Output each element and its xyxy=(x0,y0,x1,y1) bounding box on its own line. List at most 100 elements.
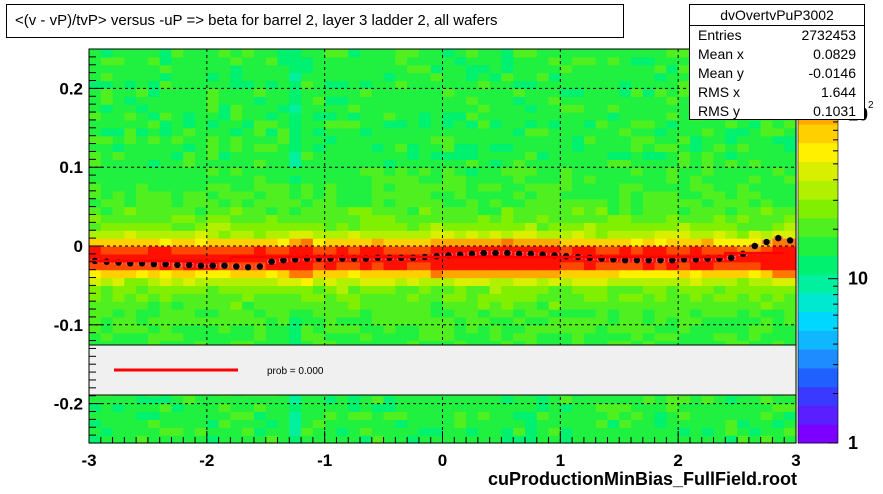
heatmap-cell xyxy=(100,395,114,405)
heatmap-cell xyxy=(360,419,373,428)
heatmap-cell xyxy=(477,316,491,326)
color-scale-band xyxy=(798,142,838,163)
profile-point xyxy=(492,249,499,257)
heatmap-cell xyxy=(713,316,726,326)
heatmap-cell xyxy=(619,182,632,192)
heatmap-cell xyxy=(418,261,432,271)
heatmap-cell xyxy=(772,309,785,318)
heatmap-cell xyxy=(654,96,667,105)
heatmap-cell xyxy=(407,112,420,121)
heatmap-cell xyxy=(301,419,314,428)
heatmap-cell xyxy=(454,214,467,223)
heatmap-cell xyxy=(183,135,196,145)
heatmap-cell xyxy=(312,96,326,105)
heatmap-cell xyxy=(760,246,774,255)
heatmap-cell xyxy=(89,301,102,310)
heatmap-cell xyxy=(171,285,184,294)
heatmap-cell xyxy=(89,182,102,192)
heatmap-cell xyxy=(572,261,585,271)
heatmap-cell xyxy=(489,261,503,271)
heatmap-cell xyxy=(619,316,632,326)
heatmap-cell xyxy=(666,309,679,318)
heatmap-cell xyxy=(371,88,385,97)
heatmap-cell xyxy=(524,269,538,279)
heatmap-cell xyxy=(430,411,444,420)
heatmap-cell xyxy=(89,238,102,247)
heatmap-cell xyxy=(430,230,444,239)
heatmap-cell xyxy=(524,88,538,97)
heatmap-cell xyxy=(253,198,267,208)
heatmap-cell xyxy=(607,419,620,428)
heatmap-cell xyxy=(442,182,455,192)
heatmap-cell xyxy=(772,293,785,302)
heatmap-cell xyxy=(89,119,102,129)
heatmap-cell xyxy=(112,316,125,326)
heatmap-cell xyxy=(725,222,738,231)
heatmap-cell xyxy=(218,151,231,160)
color-scale-exponent: 2 xyxy=(868,100,874,111)
heatmap-cell xyxy=(383,49,396,58)
heatmap-cell xyxy=(560,49,573,58)
heatmap-cell xyxy=(360,403,373,413)
heatmap-cell xyxy=(489,119,503,129)
heatmap-cell xyxy=(383,151,396,160)
heatmap-cell xyxy=(631,419,644,428)
heatmap-cell xyxy=(784,167,797,176)
heatmap-cell xyxy=(430,246,444,255)
heatmap-cell xyxy=(678,198,691,208)
heatmap-cell xyxy=(230,269,243,279)
heatmap-cell xyxy=(124,301,137,310)
heatmap-cell xyxy=(654,293,667,302)
heatmap-cell xyxy=(536,190,550,200)
heatmap-cell xyxy=(183,253,196,263)
heatmap-cell xyxy=(159,285,173,294)
heatmap-cell xyxy=(536,198,550,208)
heatmap-cell xyxy=(701,175,715,184)
heatmap-cell xyxy=(654,435,667,444)
heatmap-cell xyxy=(607,230,620,239)
heatmap-cell xyxy=(442,190,455,200)
heatmap-cell xyxy=(430,214,444,223)
heatmap-cell xyxy=(631,214,644,223)
heatmap-cell xyxy=(253,277,267,286)
heatmap-cell xyxy=(725,206,738,216)
heatmap-cell xyxy=(560,56,573,66)
heatmap-cell xyxy=(466,198,479,208)
heatmap-cell xyxy=(407,151,420,160)
heatmap-cell xyxy=(171,127,184,137)
heatmap-cell xyxy=(560,182,573,192)
heatmap-cell xyxy=(230,435,243,444)
heatmap-cell xyxy=(136,135,149,145)
heatmap-cell xyxy=(218,88,231,97)
heatmap-cell xyxy=(642,301,656,310)
heatmap-cell xyxy=(371,198,385,208)
heatmap-cell xyxy=(312,293,326,302)
heatmap-cell xyxy=(760,395,774,405)
heatmap-cell xyxy=(218,135,231,145)
heatmap-cell xyxy=(513,88,526,97)
heatmap-cell xyxy=(689,309,703,318)
heatmap-cell xyxy=(572,175,585,184)
heatmap-cell xyxy=(760,269,774,279)
heatmap-cell xyxy=(689,293,703,302)
heatmap-cell xyxy=(147,72,161,82)
heatmap-cell xyxy=(524,151,538,160)
heatmap-cell xyxy=(772,119,785,129)
heatmap-cell xyxy=(501,301,514,310)
heatmap-cell xyxy=(136,151,149,160)
heatmap-cell xyxy=(631,309,644,318)
heatmap-cell xyxy=(301,190,314,200)
heatmap-cell xyxy=(242,72,255,82)
heatmap-cell xyxy=(147,96,161,105)
heatmap-cell xyxy=(230,135,243,145)
heatmap-cell xyxy=(183,175,196,184)
heatmap-cell xyxy=(183,198,196,208)
heatmap-cell xyxy=(631,167,644,176)
heatmap-cell xyxy=(371,190,385,200)
heatmap-cell xyxy=(654,151,667,160)
heatmap-cell xyxy=(725,135,738,145)
heatmap-cell xyxy=(713,190,726,200)
heatmap-cell xyxy=(418,159,432,168)
heatmap-cell xyxy=(289,316,302,326)
heatmap-cell xyxy=(230,246,243,255)
